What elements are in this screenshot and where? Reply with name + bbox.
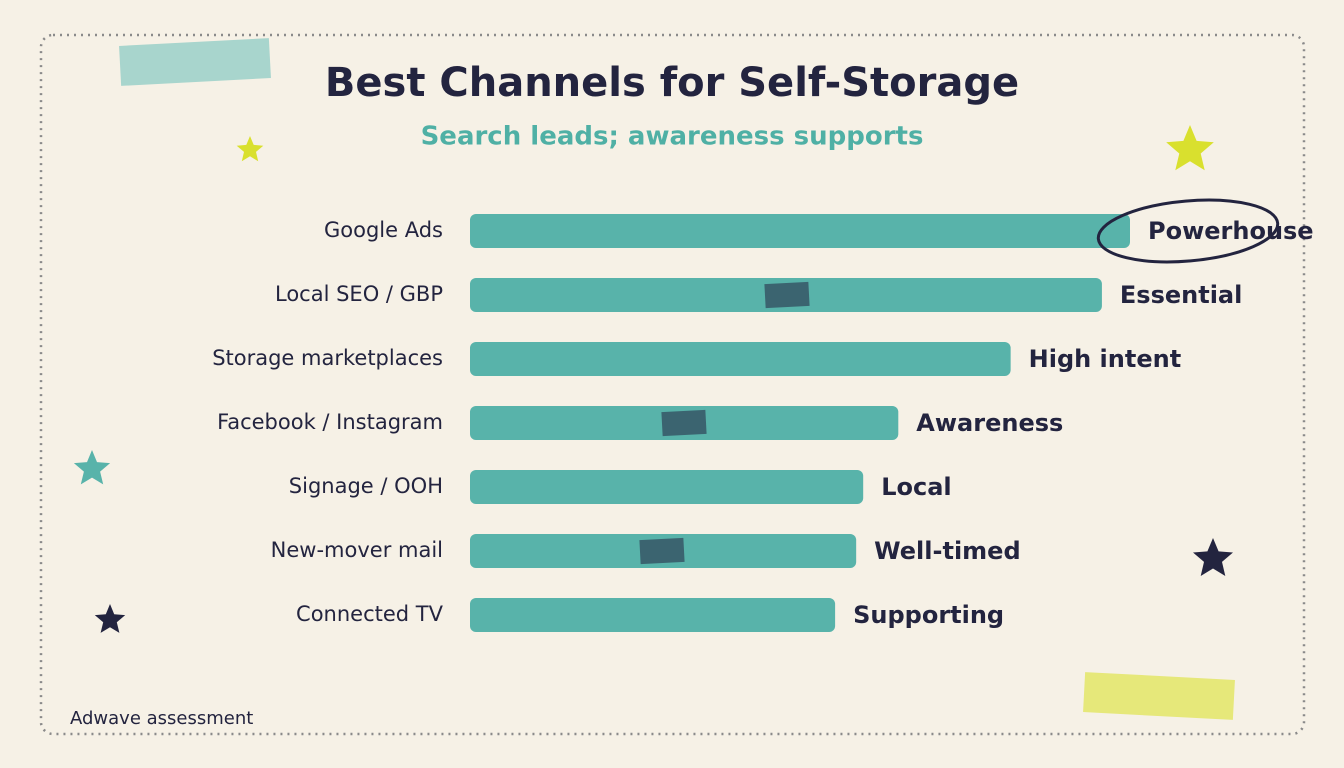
dotted-frame bbox=[39, 33, 1306, 736]
bar bbox=[470, 342, 1011, 376]
bar-tag: High intent bbox=[1029, 345, 1182, 373]
star-decoration bbox=[94, 604, 126, 633]
category-label: Signage / OOH bbox=[289, 474, 443, 498]
category-label: New-mover mail bbox=[271, 538, 443, 562]
source-note: Adwave assessment bbox=[70, 708, 253, 729]
bar-tag: Essential bbox=[1120, 281, 1242, 309]
star-decoration bbox=[1166, 125, 1214, 171]
tape-patch bbox=[639, 537, 685, 565]
category-label: Google Ads bbox=[324, 218, 443, 242]
chart-title: Best Channels for Self-Storage bbox=[325, 60, 1019, 106]
bar bbox=[470, 214, 1130, 248]
bar-tag: Local bbox=[881, 473, 951, 501]
bar-tag: Awareness bbox=[916, 409, 1063, 437]
bar bbox=[470, 470, 864, 504]
chart-subtitle: Search leads; awareness supports bbox=[421, 122, 924, 152]
tape-patch bbox=[661, 409, 707, 437]
category-label: Facebook / Instagram bbox=[217, 410, 443, 434]
category-label: Storage marketplaces bbox=[212, 346, 443, 370]
star-decoration bbox=[1193, 538, 1233, 576]
star-decoration bbox=[236, 136, 264, 162]
highlight-circle bbox=[1096, 198, 1280, 264]
bar-tag: Well-timed bbox=[874, 537, 1020, 565]
tape-decoration bbox=[1083, 672, 1235, 720]
bar-tag: Supporting bbox=[853, 601, 1004, 629]
category-label: Connected TV bbox=[296, 602, 444, 626]
tape-decoration bbox=[119, 38, 271, 86]
bar bbox=[470, 598, 836, 632]
bar-tag: Powerhouse bbox=[1148, 217, 1314, 245]
category-label: Local SEO / GBP bbox=[275, 282, 443, 306]
tape-patch bbox=[764, 281, 810, 309]
star-decoration bbox=[73, 450, 111, 485]
